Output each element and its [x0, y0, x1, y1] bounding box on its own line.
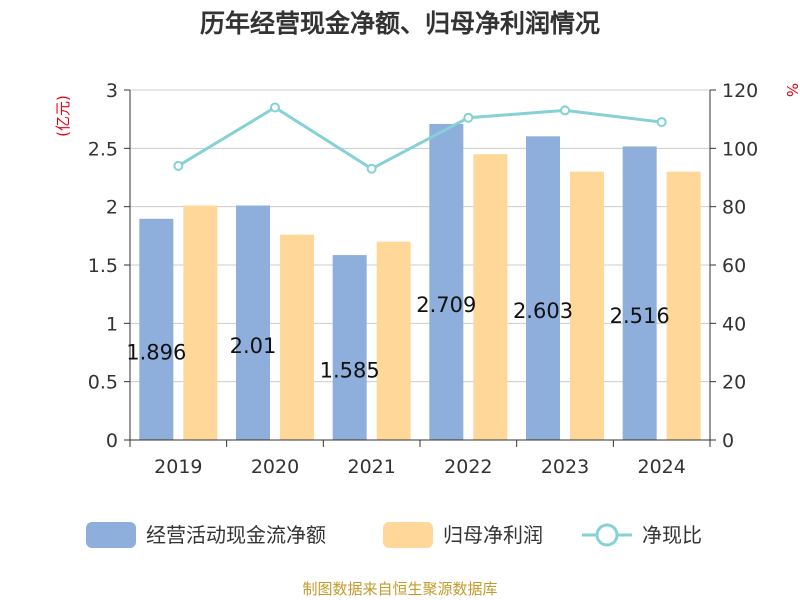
ratio-point — [463, 112, 474, 123]
legend-label-profit: 归母净利润 — [443, 523, 543, 547]
y-left-tick-label: 2.5 — [88, 138, 118, 160]
y-left-tick-label: 1 — [106, 313, 118, 335]
profit-bar — [570, 171, 604, 440]
ratio-point — [656, 117, 667, 128]
cashflow-bar — [526, 136, 560, 441]
profit-bar — [376, 241, 411, 440]
legend: 经营活动现金流净额 归母净利润 净现比 — [86, 522, 702, 548]
source-note: 制图数据来自恒生聚源数据库 — [302, 580, 497, 598]
profit-bar — [183, 205, 218, 440]
cashflow-bar — [622, 146, 657, 440]
cashflow-bar — [332, 255, 367, 440]
ratio-line — [173, 102, 667, 174]
cashflow-data-label: 2.603 — [513, 299, 573, 323]
ratio-point — [560, 105, 570, 116]
y-left-tick-label: 1.5 — [88, 255, 118, 277]
legend-label-cashflow: 经营活动现金流净额 — [146, 523, 326, 547]
y-right-tick-label: 60 — [722, 255, 746, 277]
profit-bar — [280, 234, 314, 440]
cashflow-bar — [429, 123, 464, 440]
cashflow-bar — [139, 218, 174, 440]
y-right-tick-label: 0 — [722, 430, 734, 452]
chart-title: 历年经营现金净额、归母净利润情况 — [200, 9, 600, 38]
x-tick-label: 2019 — [154, 456, 202, 478]
legend-swatch-profit — [383, 522, 433, 548]
data-labels: 1.896 2.01 1.585 2.709 2.603 2.516 — [126, 293, 669, 383]
x-tick-label: 2023 — [541, 456, 589, 478]
cashflow-bar — [236, 205, 270, 440]
ratio-line-path — [177, 105, 662, 171]
y-left-tick-label: 3 — [106, 80, 118, 102]
profit-bar — [666, 171, 701, 440]
grid-lines — [130, 89, 710, 383]
y-right-tick-label: 20 — [722, 372, 746, 394]
cashflow-data-label: 1.585 — [320, 359, 380, 383]
y-right-unit: % — [783, 83, 800, 97]
ratio-point — [270, 102, 280, 113]
x-tick-label: 2020 — [251, 456, 299, 478]
legend-swatch-ratio-marker — [595, 523, 619, 547]
ratio-point — [173, 160, 184, 171]
y-right-tick-label: 100 — [722, 138, 758, 160]
x-tick-label: 2022 — [444, 456, 492, 478]
y-left-tick-label: 0 — [106, 430, 118, 452]
y-left-tick-label: 2 — [106, 197, 118, 219]
cashflow-data-label: 1.896 — [126, 340, 186, 364]
bars — [139, 123, 701, 441]
x-tick-label: 2024 — [637, 456, 685, 478]
y-right-tick-label: 80 — [722, 197, 746, 219]
y-right-tick-label: 40 — [722, 313, 746, 335]
legend-swatch-cashflow — [86, 522, 136, 548]
y-left-tick-label: 0.5 — [88, 372, 118, 394]
ratio-point — [366, 163, 377, 174]
y-right-tick-label: 120 — [722, 80, 758, 102]
cashflow-data-label: 2.01 — [230, 334, 277, 358]
x-tick-label: 2021 — [347, 456, 395, 478]
y-left-unit: (亿元) — [54, 95, 72, 137]
axes: 0 0.5 1 1.5 2 2.5 3 0 20 40 60 80 100 120 2019 2020 2021… — [88, 80, 758, 478]
cashflow-data-label: 2.516 — [610, 304, 670, 328]
profit-bar — [473, 154, 508, 440]
legend-label-ratio: 净现比 — [642, 523, 702, 547]
cashflow-data-label: 2.709 — [416, 293, 476, 317]
